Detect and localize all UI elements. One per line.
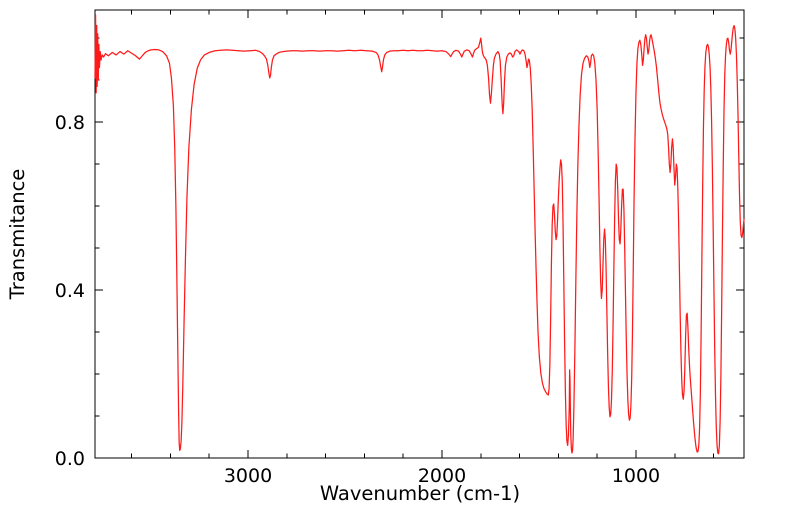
- x-tick-label: 2000: [418, 465, 466, 487]
- x-axis-major-ticks: [247, 10, 637, 458]
- spectrum-trace: [94, 14, 745, 455]
- x-axis-minor-ticks: [131, 10, 715, 458]
- y-axis-minor-ticks: [95, 37, 744, 417]
- y-axis-tick-labels: 0.0 0.4 0.8: [55, 112, 85, 470]
- y-axis-title: Transmitance: [6, 169, 29, 301]
- y-tick-label: 0.8: [55, 112, 85, 134]
- x-tick-label: 1000: [612, 465, 660, 487]
- plot-frame-border: [94, 9, 745, 459]
- y-axis-major-ticks: [95, 121, 744, 459]
- y-tick-label: 0.0: [55, 448, 85, 470]
- x-axis-title: Wavenumber (cm-1): [320, 482, 520, 505]
- x-axis-tick-labels: 3000 2000 1000: [224, 465, 660, 487]
- x-tick-label: 3000: [224, 465, 272, 487]
- y-tick-label: 0.4: [55, 280, 85, 302]
